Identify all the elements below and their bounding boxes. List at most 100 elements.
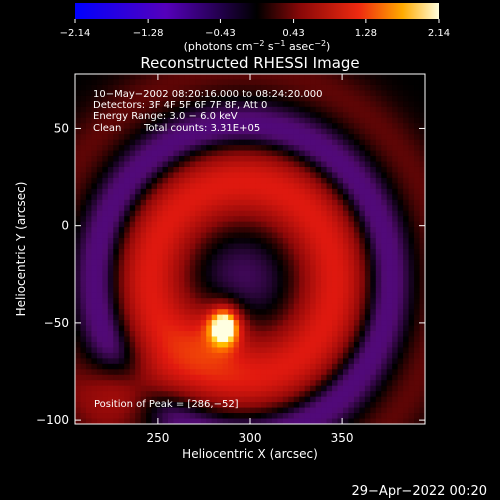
intensity-pixel [304, 396, 311, 403]
intensity-pixel [337, 177, 344, 184]
intensity-pixel [353, 320, 360, 327]
intensity-pixel [80, 341, 87, 349]
intensity-pixel [326, 331, 333, 338]
intensity-pixel [140, 166, 147, 174]
intensity-pixel [189, 216, 196, 223]
intensity-pixel [85, 341, 93, 349]
intensity-pixel [299, 172, 306, 179]
intensity-pixel [403, 374, 410, 381]
intensity-pixel [195, 84, 202, 92]
intensity-pixel [299, 287, 306, 294]
intensity-pixel [266, 112, 273, 119]
intensity-pixel [107, 270, 114, 277]
intensity-pixel [326, 221, 333, 228]
intensity-pixel [96, 413, 103, 420]
intensity-pixel [250, 331, 257, 338]
intensity-pixel [239, 101, 246, 108]
intensity-pixel [113, 303, 120, 310]
intensity-pixel [107, 227, 114, 234]
intensity-pixel [293, 74, 300, 81]
intensity-pixel [403, 249, 410, 256]
intensity-pixel [129, 150, 136, 157]
intensity-pixel [184, 385, 191, 392]
intensity-pixel [250, 303, 257, 310]
intensity-pixel [96, 117, 103, 124]
intensity-pixel [75, 418, 82, 424]
intensity-pixel [250, 166, 257, 174]
intensity-pixel [255, 74, 262, 81]
intensity-pixel [386, 369, 393, 376]
intensity-pixel [80, 347, 87, 354]
intensity-pixel [222, 172, 229, 179]
intensity-pixel [102, 172, 109, 179]
intensity-pixel [304, 265, 311, 272]
intensity-pixel [157, 95, 164, 102]
intensity-pixel [293, 166, 300, 174]
intensity-pixel [304, 117, 311, 124]
intensity-pixel [118, 265, 125, 272]
intensity-pixel [151, 216, 158, 223]
intensity-pixel [381, 341, 388, 349]
intensity-pixel [135, 188, 142, 195]
intensity-pixel [419, 74, 425, 81]
intensity-pixel [113, 161, 120, 168]
intensity-pixel [277, 210, 284, 217]
intensity-pixel [370, 150, 377, 157]
intensity-pixel [277, 128, 284, 135]
intensity-pixel [113, 276, 120, 283]
intensity-pixel [184, 352, 191, 359]
intensity-pixel [403, 303, 410, 310]
intensity-pixel [419, 194, 425, 201]
intensity-pixel [222, 156, 229, 163]
intensity-pixel [266, 303, 273, 310]
intensity-pixel [315, 134, 322, 141]
intensity-pixel [135, 265, 142, 272]
intensity-pixel [408, 117, 415, 124]
intensity-pixel [228, 391, 235, 398]
intensity-pixel [140, 106, 147, 113]
colorbar-tick-label: 1.28 [355, 28, 377, 39]
intensity-pixel [375, 402, 382, 409]
intensity-pixel [392, 391, 399, 398]
intensity-pixel [277, 270, 284, 277]
intensity-pixel [157, 385, 164, 392]
intensity-pixel [282, 265, 289, 272]
intensity-pixel [206, 303, 213, 310]
intensity-pixel [217, 205, 224, 212]
intensity-pixel [239, 259, 246, 267]
intensity-pixel [129, 380, 136, 387]
intensity-pixel [140, 336, 147, 343]
intensity-pixel [151, 232, 158, 239]
intensity-pixel [282, 270, 289, 277]
intensity-pixel [135, 270, 142, 277]
intensity-pixel [370, 309, 377, 316]
intensity-pixel [277, 90, 284, 97]
intensity-pixel [288, 216, 295, 223]
intensity-pixel [211, 205, 218, 212]
intensity-pixel [211, 391, 218, 398]
intensity-pixel [173, 172, 180, 179]
intensity-pixel [206, 139, 213, 146]
intensity-pixel [118, 232, 125, 239]
intensity-pixel [282, 199, 289, 206]
intensity-pixel [206, 112, 213, 119]
intensity-pixel [178, 391, 185, 398]
intensity-pixel [364, 172, 371, 179]
intensity-pixel [244, 363, 251, 370]
intensity-pixel [419, 298, 425, 305]
intensity-pixel [397, 139, 404, 146]
intensity-pixel [217, 194, 224, 201]
intensity-pixel [375, 123, 382, 130]
intensity-pixel [414, 287, 421, 294]
intensity-pixel [146, 145, 153, 152]
intensity-pixel [375, 325, 382, 332]
intensity-pixel [277, 117, 284, 124]
intensity-pixel [140, 303, 147, 310]
intensity-pixel [337, 128, 344, 135]
intensity-pixel [359, 363, 366, 370]
intensity-pixel [118, 128, 125, 135]
intensity-pixel [91, 117, 98, 124]
intensity-pixel [288, 249, 295, 256]
intensity-pixel [266, 123, 273, 130]
intensity-pixel [244, 391, 251, 398]
